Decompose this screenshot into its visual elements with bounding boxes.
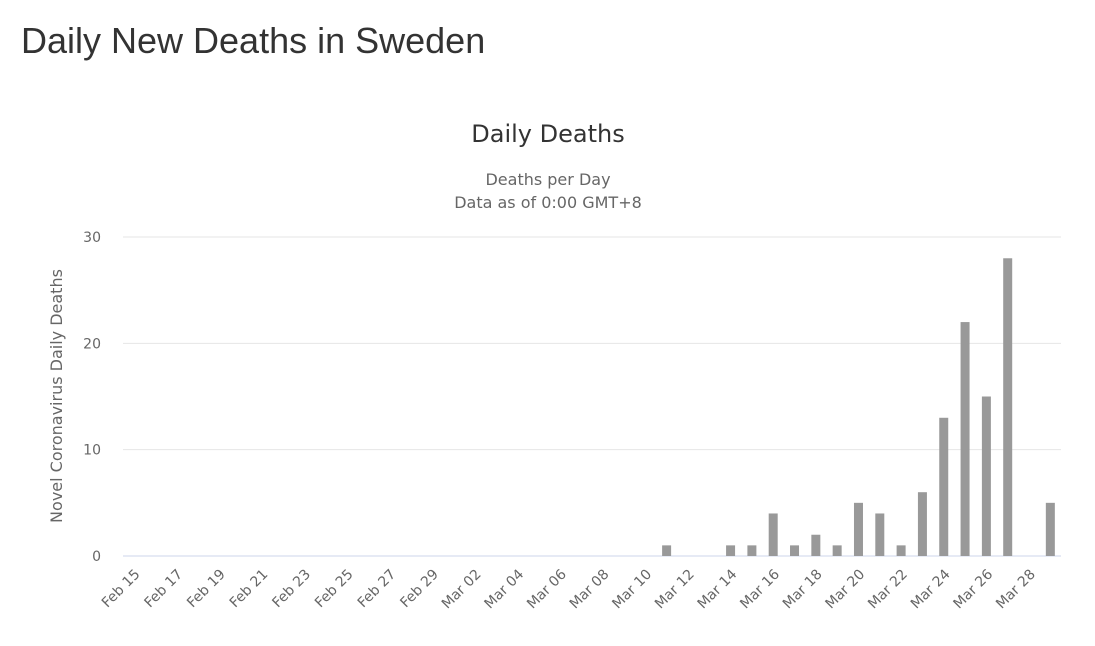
bar[interactable] bbox=[853, 502, 863, 556]
x-tick-label: Feb 15 bbox=[99, 567, 144, 612]
bar[interactable] bbox=[1045, 502, 1055, 556]
bar[interactable] bbox=[662, 545, 672, 556]
x-tick-label: Mar 24 bbox=[908, 566, 954, 612]
x-tick-label: Mar 10 bbox=[609, 567, 655, 613]
bar[interactable] bbox=[832, 545, 842, 556]
bar[interactable] bbox=[896, 545, 906, 556]
bar[interactable] bbox=[875, 513, 885, 556]
bar[interactable] bbox=[960, 322, 970, 556]
y-tick-label: 0 bbox=[92, 549, 101, 565]
x-tick-label: Mar 20 bbox=[823, 567, 869, 613]
x-tick-label: Mar 26 bbox=[950, 566, 996, 612]
x-tick-label: Mar 22 bbox=[865, 567, 911, 613]
x-tick-label: Mar 06 bbox=[524, 566, 570, 612]
y-axis-ticks: 0 10 20 30 bbox=[83, 230, 101, 565]
bar[interactable] bbox=[1003, 258, 1013, 556]
bar[interactable] bbox=[811, 534, 821, 556]
chart-subtitle-line-1: Deaths per Day bbox=[485, 170, 610, 189]
x-tick-label: Mar 08 bbox=[567, 567, 613, 613]
y-tick-label: 10 bbox=[83, 443, 101, 459]
x-tick-label: Mar 16 bbox=[737, 566, 783, 612]
chart-title: Daily Deaths bbox=[471, 120, 624, 148]
x-tick-label: Mar 02 bbox=[439, 567, 485, 613]
bars bbox=[662, 258, 1055, 556]
bar[interactable] bbox=[917, 492, 927, 556]
bar[interactable] bbox=[790, 545, 800, 556]
bar[interactable] bbox=[939, 417, 949, 556]
x-tick-label: Mar 14 bbox=[695, 566, 741, 612]
y-tick-label: 20 bbox=[83, 336, 101, 352]
bar[interactable] bbox=[768, 513, 778, 556]
bar[interactable] bbox=[726, 545, 736, 556]
x-tick-label: Mar 18 bbox=[780, 567, 826, 613]
x-tick-label: Feb 29 bbox=[397, 567, 442, 612]
x-tick-label: Mar 04 bbox=[481, 566, 527, 612]
x-tick-label: Feb 27 bbox=[355, 567, 400, 612]
x-tick-label: Feb 25 bbox=[312, 567, 357, 612]
x-tick-label: Feb 19 bbox=[184, 567, 229, 612]
y-axis-title: Novel Coronavirus Daily Deaths bbox=[47, 269, 66, 523]
page-title: Daily New Deaths in Sweden bbox=[21, 20, 486, 61]
x-tick-label: Mar 28 bbox=[993, 567, 1039, 613]
x-tick-label: Mar 12 bbox=[652, 567, 698, 613]
y-tick-label: 30 bbox=[83, 230, 101, 246]
bar[interactable] bbox=[981, 396, 991, 557]
chart-subtitle-line-2: Data as of 0:00 GMT+8 bbox=[454, 193, 642, 212]
bar[interactable] bbox=[747, 545, 757, 556]
x-tick-label: Feb 17 bbox=[142, 567, 187, 612]
x-tick-label: Feb 21 bbox=[227, 567, 272, 612]
x-tick-label: Feb 23 bbox=[269, 567, 314, 612]
